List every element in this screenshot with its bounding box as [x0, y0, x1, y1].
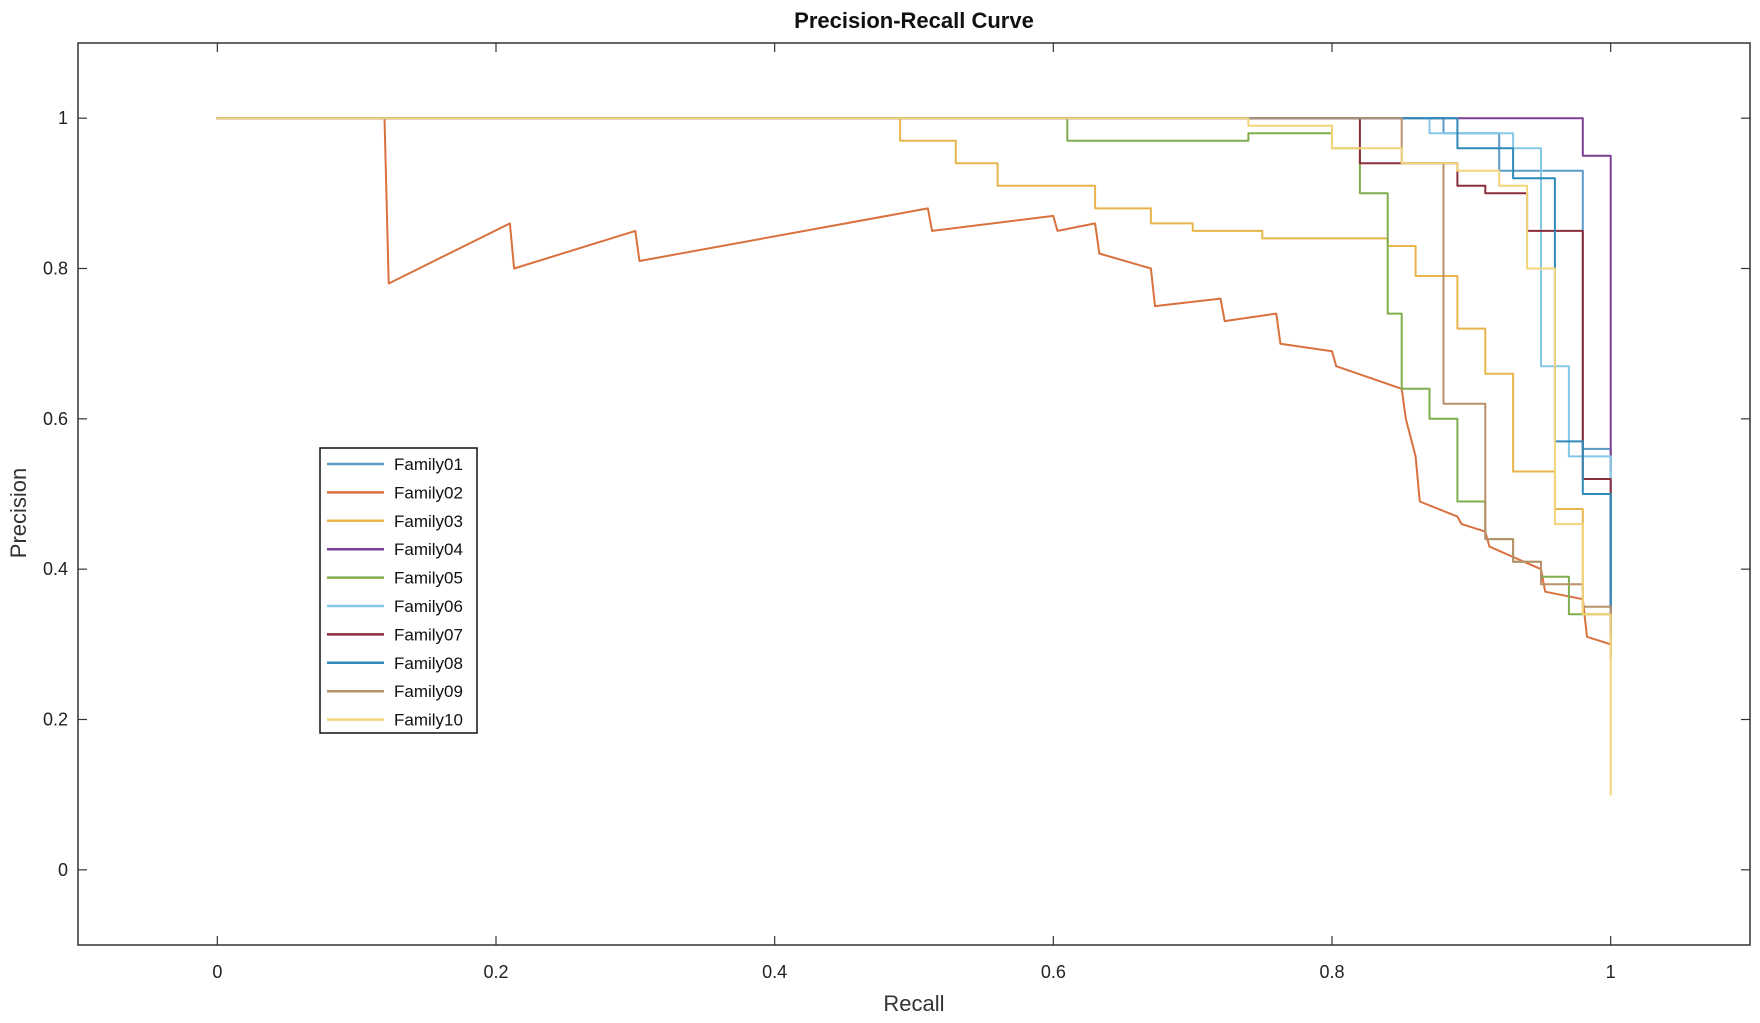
x-tick-label: 0 — [212, 962, 222, 982]
legend-box — [319, 447, 478, 734]
legend-label: Family10 — [394, 711, 463, 730]
y-tick-label: 1 — [58, 108, 68, 128]
legend-item-family08: Family08 — [327, 654, 463, 673]
legend-label: Family04 — [394, 540, 463, 559]
legend-item-family04: Family04 — [327, 540, 463, 559]
x-tick-label: 0.4 — [762, 962, 787, 982]
y-tick-label: 0.6 — [43, 409, 68, 429]
legend-item-family09: Family09 — [327, 682, 463, 701]
series-layer — [216, 117, 1612, 796]
legend-label: Family05 — [394, 569, 463, 588]
legend-item-family10: Family10 — [327, 711, 463, 730]
legend-item-family03: Family03 — [327, 512, 463, 531]
legend-label: Family03 — [394, 512, 463, 531]
x-tick-label: 0.6 — [1041, 962, 1066, 982]
legend-label: Family01 — [394, 455, 463, 474]
plot-frame — [77, 42, 1751, 946]
series-line-family02 — [216, 117, 1612, 661]
y-tick-label: 0.4 — [43, 559, 68, 579]
x-tick-label: 0.8 — [1319, 962, 1344, 982]
legend-label: Family02 — [394, 483, 463, 502]
legend-item-family01: Family01 — [327, 455, 463, 474]
y-tick-label: 0.2 — [43, 710, 68, 730]
y-axis-label: Precision — [6, 468, 31, 558]
legend-item-family06: Family06 — [327, 597, 463, 616]
legend-label: Family07 — [394, 625, 463, 644]
x-tick-label: 0.2 — [483, 962, 508, 982]
legend: Family01 Family02 Family03 Family04 Family05… — [319, 447, 478, 734]
chart-title: Precision-Recall Curve — [794, 8, 1034, 33]
series-line-family10 — [216, 117, 1612, 796]
y-tick-label: 0.8 — [43, 259, 68, 279]
legend-label: Family09 — [394, 682, 463, 701]
y-tick-label: 0 — [58, 860, 68, 880]
legend-item-family05: Family05 — [327, 569, 463, 588]
legend-label: Family08 — [394, 654, 463, 673]
x-tick-label: 1 — [1606, 962, 1616, 982]
legend-label: Family06 — [394, 597, 463, 616]
series-line-family08 — [216, 117, 1612, 631]
ticks-layer: 0 0.2 0.4 0.6 0.8 1 0 0.2 0.4 0.6 0.8 1 — [43, 43, 1750, 982]
legend-item-family02: Family02 — [327, 483, 463, 502]
x-axis-label: Recall — [883, 991, 944, 1016]
legend-item-family07: Family07 — [327, 625, 463, 644]
